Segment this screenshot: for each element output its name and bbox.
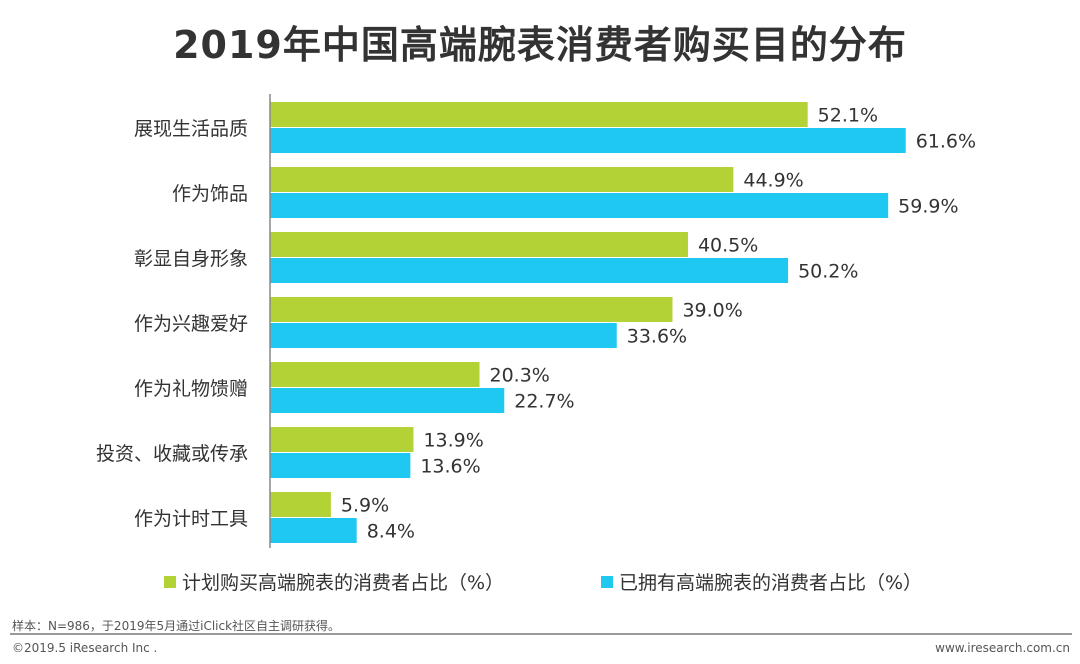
data-label: 22.7% xyxy=(514,391,574,413)
copyright: ©2019.5 iResearch Inc . xyxy=(12,641,158,655)
website-link[interactable]: www.iresearch.com.cn xyxy=(935,641,1070,655)
bar xyxy=(270,297,673,322)
category-label: 作为兴趣爱好 xyxy=(134,313,248,335)
bar xyxy=(270,518,357,543)
legend-swatch-planned xyxy=(164,575,176,588)
legend-label-owned: 已拥有高端腕表的消费者占比（%） xyxy=(619,572,923,594)
category-label: 作为饰品 xyxy=(172,183,248,205)
category-label: 彰显自身形象 xyxy=(134,248,248,270)
chart-title: 2019年中国高端腕表消费者购买目的分布 xyxy=(173,23,907,67)
bar xyxy=(270,102,808,127)
bar xyxy=(270,323,617,348)
data-label: 33.6% xyxy=(627,326,687,348)
data-label: 40.5% xyxy=(698,235,758,257)
bar xyxy=(270,453,411,478)
data-label: 50.2% xyxy=(798,261,858,283)
data-label: 13.6% xyxy=(420,456,480,478)
category-label: 展现生活品质 xyxy=(134,118,248,140)
data-label: 20.3% xyxy=(489,365,549,387)
data-label: 5.9% xyxy=(341,495,389,517)
category-label: 投资、收藏或传承 xyxy=(96,443,248,465)
data-label: 13.9% xyxy=(423,430,483,452)
category-label: 作为礼物馈赠 xyxy=(134,378,248,400)
bar xyxy=(270,258,789,283)
data-label: 8.4% xyxy=(367,521,415,543)
bar xyxy=(270,128,906,153)
bar xyxy=(270,427,414,452)
legend-label-planned: 计划购买高端腕表的消费者占比（%） xyxy=(182,572,505,594)
data-label: 59.9% xyxy=(898,196,958,218)
bar xyxy=(270,492,331,517)
legend-item-owned: 已拥有高端腕表的消费者占比（%） xyxy=(601,568,922,595)
bar xyxy=(270,167,734,192)
data-label: 39.0% xyxy=(682,300,742,322)
data-label: 52.1% xyxy=(818,105,878,127)
bar xyxy=(270,388,505,413)
category-label: 作为计时工具 xyxy=(134,508,248,530)
legend-swatch-owned xyxy=(601,575,613,588)
legend-item-planned: 计划购买高端腕表的消费者占比（%） xyxy=(164,568,504,595)
footer-divider xyxy=(10,633,1072,635)
sample-note: 样本：N=986，于2019年5月通过iClick社区自主调研获得。 xyxy=(12,619,341,633)
data-label: 44.9% xyxy=(743,170,803,192)
bar xyxy=(270,362,480,387)
bar xyxy=(270,232,688,257)
bar xyxy=(270,193,889,218)
data-label: 61.6% xyxy=(916,131,976,153)
